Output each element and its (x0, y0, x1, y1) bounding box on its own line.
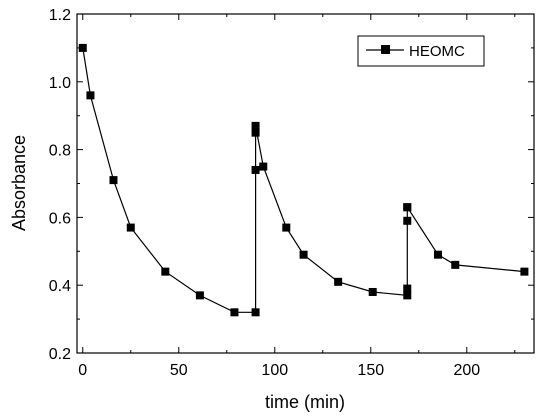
data-point (251, 165, 260, 174)
x-tick-label: 50 (170, 362, 188, 379)
y-axis-title: Absorbance (9, 135, 29, 231)
data-point (195, 291, 204, 300)
data-point (126, 223, 135, 232)
y-tick-label: 0.8 (49, 143, 71, 160)
data-point (368, 287, 377, 296)
x-tick-label: 150 (357, 362, 384, 379)
data-point (403, 216, 412, 225)
data-point (334, 277, 343, 286)
data-point (109, 176, 118, 185)
x-tick-label: 0 (78, 362, 87, 379)
x-axis-ticks: 0 50 100 150 200 (78, 14, 516, 379)
legend-marker-sample (381, 45, 390, 54)
y-tick-label: 0.6 (49, 210, 71, 227)
data-point (282, 223, 291, 232)
x-tick-label: 200 (453, 362, 480, 379)
data-point (403, 203, 412, 212)
y-tick-label: 0.4 (49, 278, 71, 295)
series-group (78, 43, 529, 317)
data-point (251, 121, 260, 130)
series-line-heomc (82, 47, 525, 313)
data-point (403, 284, 412, 293)
data-point (251, 308, 260, 317)
data-point (403, 291, 412, 300)
legend: HEOMC (357, 35, 485, 67)
legend-label: HEOMC (409, 43, 465, 60)
y-tick-label: 0.2 (49, 346, 71, 363)
x-axis-title: time (min) (265, 392, 345, 412)
legend-box (357, 35, 485, 67)
y-tick-label: 1.0 (49, 75, 71, 92)
y-tick-label: 1.2 (49, 7, 71, 24)
data-point (230, 308, 239, 317)
data-point (299, 250, 308, 259)
data-point (451, 260, 460, 269)
data-point (78, 43, 87, 52)
data-point (251, 128, 260, 137)
data-point (161, 267, 170, 276)
x-tick-label: 100 (261, 362, 288, 379)
data-point (433, 250, 442, 259)
data-point (86, 91, 95, 100)
data-point (520, 267, 529, 276)
data-point (259, 162, 268, 171)
y-axis-ticks: 0.2 0.4 0.6 0.8 1.0 1.2 (49, 7, 534, 363)
